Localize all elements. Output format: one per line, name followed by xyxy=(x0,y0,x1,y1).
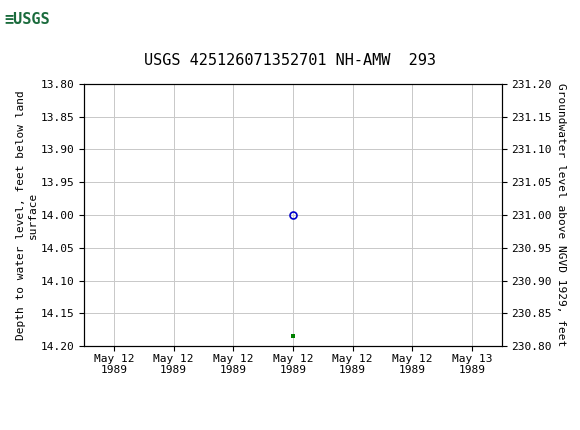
Text: ≡USGS: ≡USGS xyxy=(5,12,50,27)
Y-axis label: Depth to water level, feet below land
surface: Depth to water level, feet below land su… xyxy=(16,90,38,340)
Text: ≡USGS: ≡USGS xyxy=(5,12,50,27)
Text: USGS 425126071352701 NH-AMW  293: USGS 425126071352701 NH-AMW 293 xyxy=(144,53,436,68)
Y-axis label: Groundwater level above NGVD 1929, feet: Groundwater level above NGVD 1929, feet xyxy=(556,83,566,347)
FancyBboxPatch shape xyxy=(3,3,55,36)
FancyBboxPatch shape xyxy=(3,3,46,36)
